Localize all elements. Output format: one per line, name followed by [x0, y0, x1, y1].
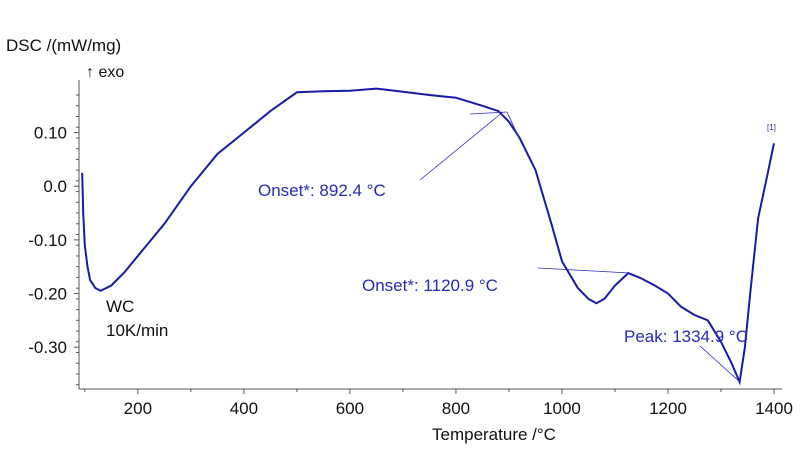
x-tick-label: 600 — [336, 399, 364, 418]
y-tick-label: -0.30 — [28, 338, 67, 357]
y-tick-label: -0.10 — [28, 231, 67, 250]
exo-direction-label: ↑ exo — [86, 64, 124, 81]
onset-892-annotation: Onset*: 892.4 °C — [258, 181, 386, 200]
x-tick-label: 200 — [124, 399, 152, 418]
x-tick-label: 1200 — [649, 399, 687, 418]
onset-1120-annotation: Onset*: 1120.9 °C — [362, 276, 498, 295]
x-tick-label: 1000 — [543, 399, 581, 418]
sample-label: WC — [106, 297, 134, 316]
onset-892-baseline — [469, 111, 508, 115]
dsc-curve — [81, 87, 775, 386]
y-tick-label: -0.20 — [28, 285, 67, 304]
x-tick-label: 800 — [442, 399, 470, 418]
onset-892-leader-line — [419, 111, 504, 181]
onset-1120-baseline — [537, 267, 631, 274]
x-tick-label: 400 — [230, 399, 258, 418]
peak-annotation: Peak: 1334.9 °C — [624, 327, 748, 346]
heating-rate-label: 10K/min — [106, 321, 168, 340]
curve-marker: [1] — [767, 123, 776, 132]
y-axis-label: DSC /(mW/mg) — [6, 36, 121, 55]
y-tick-label: 0.0 — [43, 177, 67, 196]
x-axis-label: Temperature /°C — [432, 425, 556, 444]
onset-892-tangent — [506, 111, 521, 141]
peak-leader-line — [699, 345, 741, 383]
x-tick-label: 1400 — [755, 399, 793, 418]
y-tick-label: 0.10 — [34, 124, 67, 143]
